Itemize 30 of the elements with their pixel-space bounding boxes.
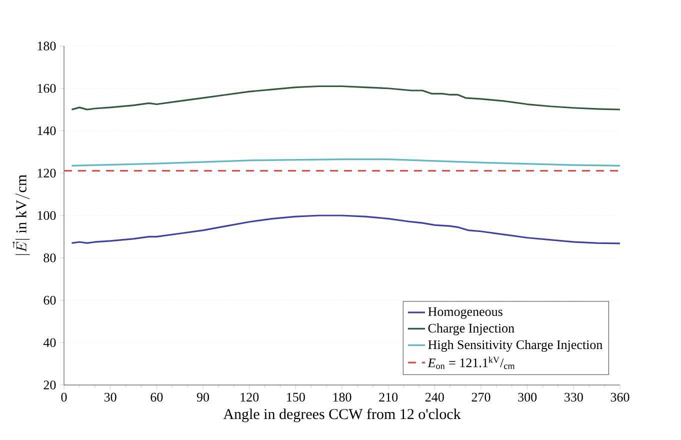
x-axis-title: Angle in degrees CCW from 12 o'clock [223, 408, 461, 422]
x-tick-label: 360 [610, 392, 630, 402]
x-tick-label: 180 [333, 392, 352, 402]
y-tick-label: 100 [38, 211, 56, 220]
y-tick-label: 140 [38, 126, 56, 136]
y-tick-label: 60 [44, 296, 56, 305]
y-tick-label: 120 [38, 168, 56, 178]
legend-label: E$_{on}$ = 121.1$^{kV}$/$_{cm}$ [428, 356, 515, 370]
y-axis-title: $|\vec{E}|\ \mathrm{in\ kV/cm}$ [12, 174, 30, 255]
y-tick-label: 80 [44, 253, 56, 262]
x-tick-label: 270 [472, 392, 490, 402]
x-tick-label: 300 [518, 392, 537, 402]
y-tick-label: 180 [38, 42, 56, 50]
x-tick-label: 240 [425, 392, 444, 402]
y-tick-label: 40 [43, 338, 56, 348]
x-tick-label: 0 [61, 392, 67, 402]
x-tick-label: 90 [196, 392, 210, 402]
x-tick-label: 60 [150, 392, 163, 402]
x-tick-label: 120 [240, 392, 259, 402]
x-tick-label: 30 [104, 392, 116, 402]
line-series [70, 158, 620, 167]
x-tick-label: 330 [564, 392, 583, 402]
y-tick-label: 160 [38, 84, 56, 93]
x-tick-label: 210 [379, 392, 398, 402]
y-tick-label: 20 [44, 380, 56, 390]
legend-label: Charge Injection [428, 323, 514, 336]
line-series [70, 85, 620, 110]
legend-label: Homogeneous [428, 307, 502, 319]
legend-label: High Sensitivity Charge Injection [428, 340, 602, 352]
x-tick-label: 150 [287, 392, 305, 402]
